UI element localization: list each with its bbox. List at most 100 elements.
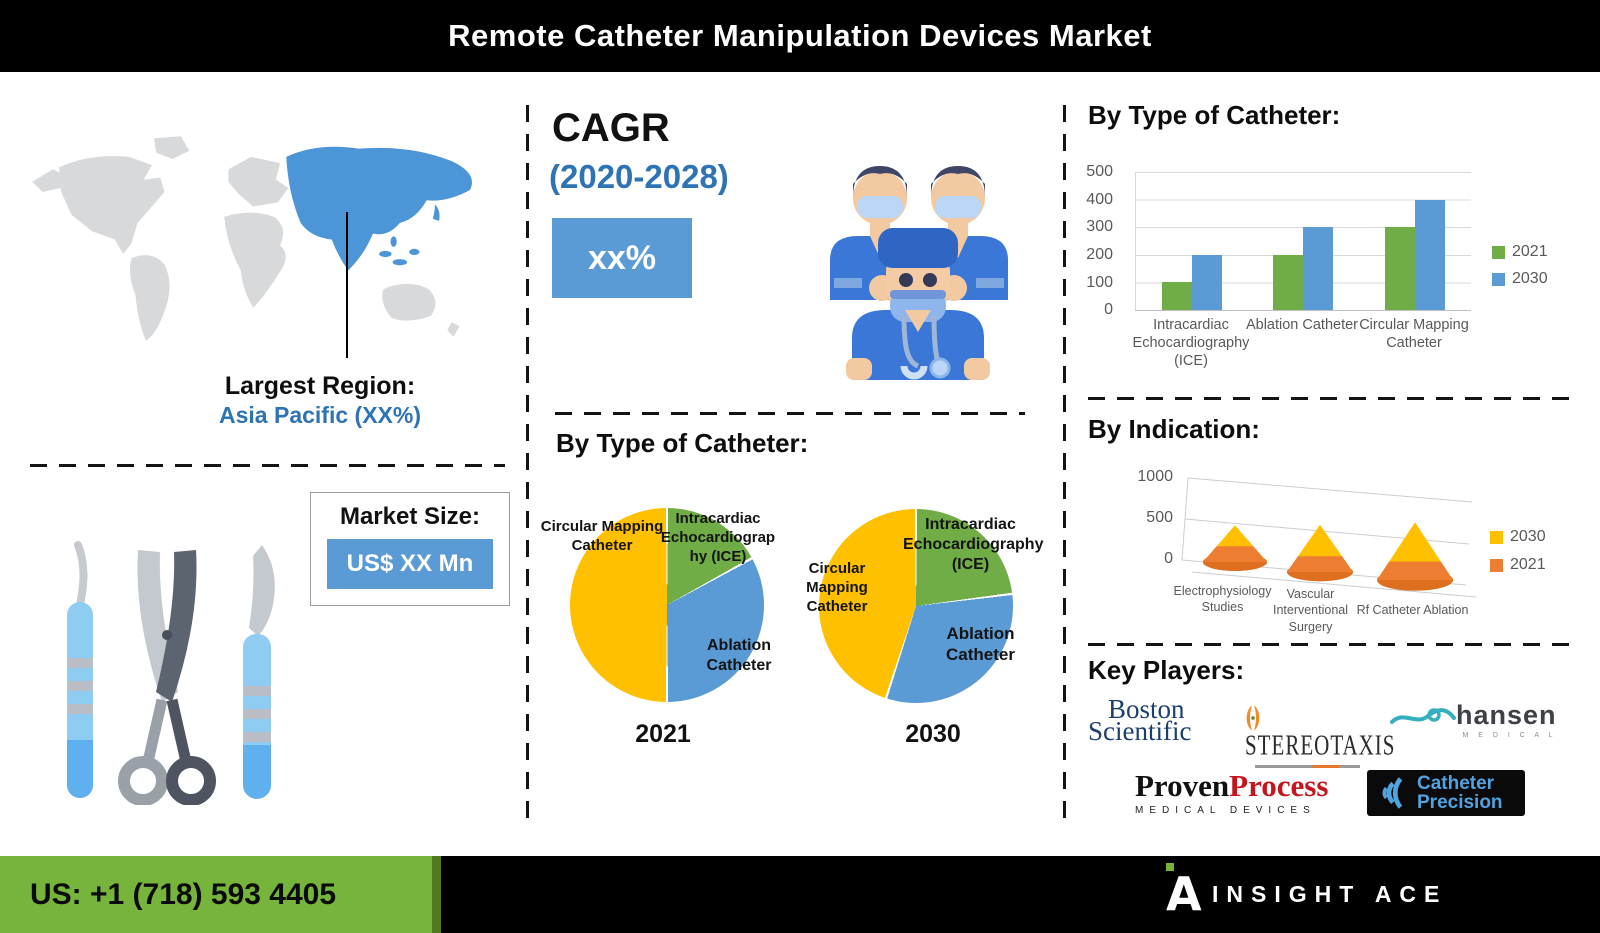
pie-chart-2021 — [570, 508, 764, 702]
cone-shape — [1287, 572, 1353, 582]
cone-shape — [1377, 561, 1453, 580]
divider — [1063, 105, 1066, 830]
bar-chart-plot — [1135, 172, 1471, 311]
cone-series — [1203, 522, 1453, 591]
cagr-label: CAGR — [552, 106, 670, 150]
pie-label: Circular Mapping Catheter — [806, 560, 868, 615]
page-title: Remote Catheter Manipulation Devices Mar… — [448, 18, 1152, 53]
logo-green-dot — [1166, 863, 1174, 871]
logo-text: Scientific — [1088, 716, 1192, 746]
title-bar: Remote Catheter Manipulation Devices Mar… — [0, 0, 1600, 72]
cone-chart — [1181, 477, 1477, 598]
y-tick: 500 — [1146, 509, 1173, 526]
y-tick: 1000 — [1137, 468, 1173, 485]
legend-swatch-orange — [1490, 558, 1503, 572]
pie-year-2021: 2021 — [635, 720, 691, 748]
footer-phone-panel: US: +1 (718) 593 4405 — [0, 856, 432, 933]
surgeons-icon — [830, 166, 1008, 380]
cagr-period: (2020-2028) — [549, 158, 729, 195]
bar-2030 — [1303, 227, 1334, 310]
world-map-illustration — [32, 136, 472, 341]
legend-label: 2030 — [1510, 528, 1546, 545]
bar-category-label: Intracardiac Echocardiography (ICE) — [1132, 317, 1250, 370]
bar-group — [1161, 254, 1222, 310]
divider — [1088, 397, 1575, 400]
market-size-card: Market Size: US$ XX Mn — [310, 492, 510, 606]
bar-category-label: Ablation Catheter — [1245, 317, 1359, 333]
surgical-tools-icon — [67, 541, 275, 805]
pie-year-2030: 2030 — [905, 720, 961, 748]
divider — [30, 464, 505, 467]
pie-label: Intracardiac Echocardiograp hy (ICE) — [660, 510, 776, 565]
logo-subtext: M E D I C A L — [1462, 732, 1557, 739]
legend-label: 2021 — [1510, 556, 1546, 573]
bar-2030 — [1191, 254, 1222, 310]
logo-subtext: MEDICAL DEVICES — [1135, 805, 1316, 816]
pie-label: Intracardiac Echocardiography (ICE) — [903, 516, 1044, 573]
legend-item: 2021 — [1490, 556, 1546, 574]
indication-section-title: By Indication: — [1088, 414, 1260, 444]
cone-shape — [1287, 556, 1353, 572]
legend-label: 2021 — [1512, 243, 1548, 260]
legend-swatch-blue — [1492, 272, 1505, 286]
legend-item: 2030 — [1492, 270, 1548, 288]
pie-label: Ablation Catheter — [946, 624, 1015, 665]
footer-bar: US: +1 (718) 593 4405 A INSIGHT ACE ANAL… — [0, 856, 1600, 933]
footer-phone: US: +1 (718) 593 4405 — [30, 878, 337, 911]
cone-shape — [1203, 562, 1267, 571]
legend-swatch-green — [1492, 245, 1505, 259]
logo-text: Precision — [1417, 792, 1503, 813]
bar-section-title: By Type of Catheter: — [1088, 100, 1341, 130]
legend-label: 2030 — [1512, 270, 1548, 287]
bar-2021 — [1385, 227, 1416, 310]
logo-letter: A — [1166, 867, 1202, 921]
stereotaxis-tagline — [1255, 765, 1360, 768]
y-tick: 400 — [1086, 191, 1113, 208]
bar-category-label: Circular Mapping Catheter — [1359, 317, 1469, 352]
market-size-label: Market Size: — [339, 503, 481, 530]
asia-pacific-highlight — [286, 146, 472, 271]
hansen-swoosh-icon — [1390, 708, 1456, 724]
bar-group — [1273, 227, 1334, 310]
cone-category-label: Electrophysiology Studies — [1173, 584, 1272, 615]
bar-2021 — [1161, 282, 1192, 310]
legend-swatch-yellow — [1490, 530, 1503, 544]
pie-section-title: By Type of Catheter: — [556, 428, 809, 458]
map-pointer-line — [346, 212, 348, 358]
proven-process-logo: ProvenProcess MEDICAL DEVICES — [1135, 768, 1328, 816]
legend-item: 2030 — [1490, 528, 1546, 546]
y-tick: 100 — [1086, 274, 1113, 291]
y-tick: 500 — [1086, 163, 1113, 180]
divider — [1088, 643, 1575, 646]
stereotaxis-logo: STEREOTAXIS — [1243, 703, 1394, 768]
pie-label: Ablation Catheter — [706, 637, 772, 674]
pie-chart-2030 — [819, 509, 1013, 703]
cone-category-label: Rf Catheter Ablation — [1356, 603, 1469, 617]
insight-ace-logo-icon: A — [1166, 863, 1202, 921]
market-size-value: US$ XX Mn — [327, 539, 493, 589]
legend-item: 2021 — [1492, 243, 1548, 261]
logo-text: Boston — [1108, 694, 1185, 724]
cone-shape — [1377, 580, 1453, 591]
y-tick: 0 — [1104, 301, 1113, 318]
logo-text: hansen — [1456, 700, 1557, 730]
logo-text: Process — [1229, 768, 1329, 803]
pie-label: Circular Mapping Catheter — [540, 518, 664, 554]
logo-text: Catheter — [1417, 773, 1495, 794]
cone-shape — [1203, 546, 1267, 562]
catheter-precision-logo: Catheter Precision — [1367, 770, 1525, 816]
largest-region-label: Largest Region: — [224, 372, 416, 400]
boston-scientific-logo: Boston Scientific — [1088, 694, 1192, 746]
logo-text: Proven — [1135, 768, 1230, 803]
bar-group — [1385, 199, 1446, 310]
largest-region-value: Asia Pacific (XX%) — [219, 402, 421, 428]
catheter-precision-arcs-icon — [1382, 777, 1403, 809]
key-players-title: Key Players: — [1088, 655, 1245, 685]
logo-text: STEREOTAXIS — [1245, 728, 1396, 762]
bar-2030 — [1415, 199, 1446, 310]
bar-2021 — [1273, 254, 1304, 310]
stereotaxis-flame-icon — [1246, 705, 1260, 731]
y-tick: 0 — [1164, 550, 1173, 567]
divider — [526, 105, 529, 830]
